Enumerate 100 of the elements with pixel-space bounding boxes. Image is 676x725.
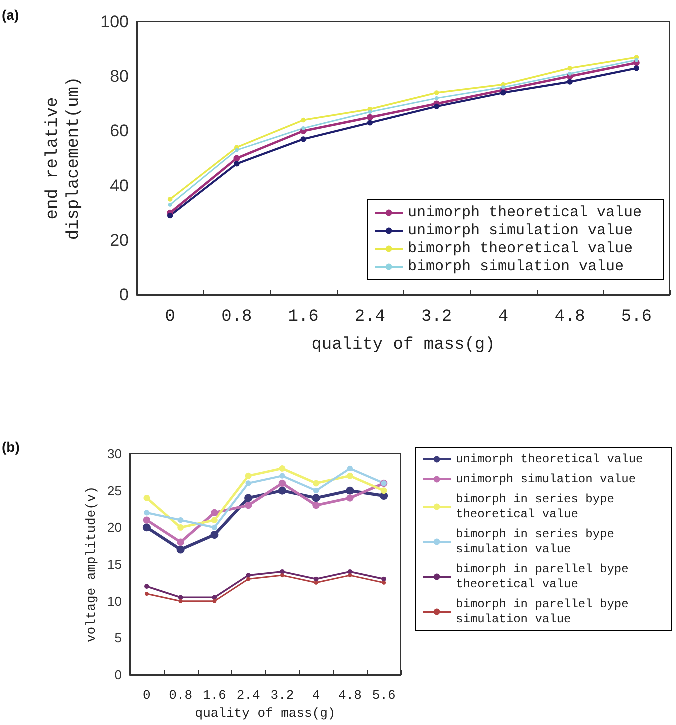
y-tick-label: 15 <box>108 557 122 572</box>
point <box>434 104 440 110</box>
y-tick-label: 5 <box>114 630 122 646</box>
point <box>212 595 218 600</box>
point <box>176 546 185 554</box>
y-tick-label: 60 <box>110 122 129 141</box>
point <box>280 569 285 574</box>
point <box>212 524 218 530</box>
y-tick-label: 10 <box>108 594 122 609</box>
x-tick-label: 4.8 <box>554 308 586 327</box>
point <box>142 524 151 532</box>
y-tick-label: 25 <box>108 483 122 498</box>
point <box>568 66 572 71</box>
x-tick-label: 4 <box>312 688 320 703</box>
point <box>246 577 251 582</box>
point <box>280 473 286 479</box>
point <box>246 480 252 486</box>
legend-label: bimorph in parellel bype theoretical value <box>456 562 636 592</box>
x-axis-title: quality of mass(g) <box>195 706 336 721</box>
point <box>368 110 372 114</box>
point <box>278 486 286 495</box>
point <box>168 197 173 202</box>
y-tick-label: 30 <box>108 446 122 462</box>
point <box>178 595 184 600</box>
legend-label: bimorph simulation value <box>408 258 624 276</box>
y-axis-title: voltage amplitude(v) <box>84 486 99 643</box>
x-tick-label: 1.6 <box>288 308 319 327</box>
y-axis-title: end relative displacement(um) <box>44 76 84 240</box>
point <box>177 538 184 546</box>
point <box>211 517 218 524</box>
y-tick-label: 100 <box>100 12 129 32</box>
point <box>380 488 388 494</box>
y-tick-label: 40 <box>110 176 129 196</box>
point <box>279 466 286 472</box>
point <box>500 90 506 96</box>
legend-label: bimorph theoretical value <box>408 240 634 258</box>
x-tick-label: 0.8 <box>169 688 193 703</box>
point <box>348 569 353 574</box>
point <box>301 118 306 123</box>
x-tick-label: 2.4 <box>354 308 386 327</box>
y-tick-label: 20 <box>108 520 122 536</box>
point <box>234 155 240 162</box>
point <box>313 480 320 487</box>
point <box>245 472 252 480</box>
point <box>346 494 354 502</box>
point <box>280 574 284 578</box>
x-axis-title: quality of mass(g) <box>312 336 496 355</box>
point <box>210 531 219 540</box>
point <box>634 66 640 72</box>
x-tick-label: 1.6 <box>202 688 226 703</box>
point <box>366 114 374 121</box>
point <box>382 576 386 582</box>
point <box>246 573 251 578</box>
point <box>346 486 354 495</box>
point <box>278 480 286 488</box>
point <box>501 86 506 90</box>
point <box>312 502 320 510</box>
point <box>382 580 386 585</box>
point <box>244 502 252 510</box>
y-tick-label: 0 <box>120 286 129 304</box>
x-tick-label: 3.2 <box>270 688 294 703</box>
point <box>314 580 318 585</box>
point <box>300 136 306 142</box>
point <box>144 592 149 596</box>
legend-label: unimorph simulation value <box>408 222 634 240</box>
text: (b) <box>2 439 20 455</box>
point <box>244 494 253 502</box>
point <box>367 120 373 126</box>
point <box>178 518 184 524</box>
point <box>634 58 639 62</box>
point <box>144 495 150 502</box>
point <box>312 494 320 502</box>
legend-label: bimorph in parellel bype simulation value <box>456 598 636 626</box>
point <box>211 509 218 517</box>
point <box>302 126 306 130</box>
x-tick-label: 0 <box>165 308 176 327</box>
point <box>168 213 174 219</box>
point <box>314 488 320 494</box>
point <box>143 516 151 524</box>
y-tick-label: 80 <box>110 67 129 86</box>
point <box>144 510 150 516</box>
x-tick-label: 5.6 <box>621 308 652 327</box>
point <box>348 574 352 578</box>
point <box>347 466 353 472</box>
point <box>234 161 240 167</box>
x-tick-label: 0.8 <box>222 308 252 327</box>
point <box>568 72 572 76</box>
point <box>212 599 217 604</box>
point <box>567 79 573 85</box>
x-tick-label: 5.6 <box>372 688 396 703</box>
x-tick-label: 4 <box>498 308 509 327</box>
y-tick-label: 20 <box>110 230 129 250</box>
point <box>434 96 439 100</box>
text: (a) <box>2 7 20 23</box>
point <box>178 599 183 604</box>
legend-label: unimorph theoretical value <box>456 452 644 466</box>
point <box>434 90 440 96</box>
legend-label: unimorph simulation value <box>456 472 636 486</box>
point <box>178 524 184 531</box>
point <box>168 202 172 207</box>
